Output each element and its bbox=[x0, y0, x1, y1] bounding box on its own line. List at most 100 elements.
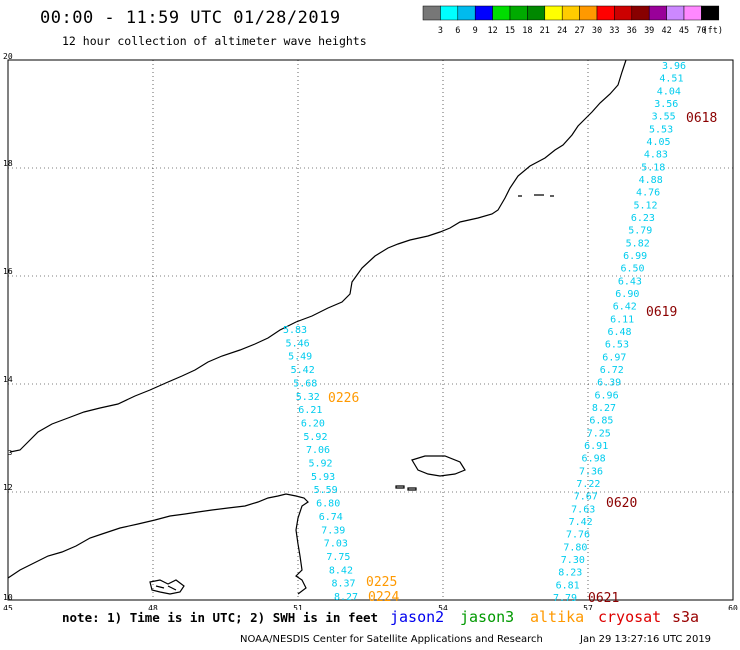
swh-value: 7.25 bbox=[587, 428, 611, 439]
swh-value: 7.06 bbox=[306, 445, 330, 456]
swh-value: 5.68 bbox=[293, 378, 317, 389]
swh-value: 5.53 bbox=[649, 124, 673, 135]
swh-value: 6.53 bbox=[605, 340, 629, 351]
footer-note: note: 1) Time is in UTC; 2) SWH is in fe… bbox=[62, 610, 379, 625]
scale-label: 70 bbox=[696, 26, 706, 36]
scale-label: 42 bbox=[661, 26, 671, 36]
swh-value: 3.96 bbox=[662, 61, 686, 72]
pass-time-label: 0226 bbox=[328, 391, 359, 406]
longitude-tick: 51 bbox=[293, 604, 303, 610]
scale-label: 9 bbox=[473, 26, 478, 36]
swh-value: 6.39 bbox=[597, 378, 621, 389]
swh-value: 5.12 bbox=[633, 200, 657, 211]
latitude-tick: 20 bbox=[3, 52, 13, 61]
swh-value: 6.99 bbox=[623, 251, 647, 262]
swh-value: 6.91 bbox=[584, 441, 608, 452]
footer-credit: NOAA/NESDIS Center for Satellite Applica… bbox=[240, 634, 543, 645]
coastline bbox=[7, 59, 627, 595]
map-title: 00:00 - 11:59 UTC 01/28/2019 bbox=[40, 8, 341, 28]
swh-value: 7.36 bbox=[579, 466, 603, 477]
swh-value: 4.76 bbox=[636, 188, 660, 199]
swh-value: 7.63 bbox=[571, 504, 595, 515]
swh-value: 3.55 bbox=[652, 112, 676, 123]
swh-value: 5.93 bbox=[311, 472, 335, 483]
swh-value: 4.88 bbox=[639, 175, 663, 186]
longitude-tick: 60 bbox=[728, 604, 738, 610]
swh-value: 5.59 bbox=[314, 485, 338, 496]
scale-label: 6 bbox=[455, 26, 460, 36]
pass-time-label: 0224 bbox=[368, 590, 399, 605]
swh-value: 5.18 bbox=[641, 162, 665, 173]
pass-time-label: 0620 bbox=[606, 496, 637, 511]
swh-value: 8.27 bbox=[334, 592, 358, 603]
swh-value: 5.92 bbox=[309, 459, 333, 470]
swh-value: 6.85 bbox=[589, 416, 613, 427]
legend-s3a: s3a bbox=[672, 608, 700, 626]
island-small-3 bbox=[518, 194, 554, 197]
swh-value: 6.23 bbox=[631, 213, 655, 224]
swh-value: 5.46 bbox=[286, 338, 310, 349]
swh-value: 5.49 bbox=[288, 352, 312, 363]
scale-label: 18 bbox=[522, 26, 532, 36]
longitude-tick: 54 bbox=[438, 604, 448, 610]
track-west: 5.83 5.46 5.49 5.42 5.68 5.32 6.21 6.20 5.92 7.06… bbox=[283, 325, 358, 603]
longitude-tick: 57 bbox=[583, 604, 593, 610]
island-southwest bbox=[149, 579, 185, 595]
latitude-tick: 18 bbox=[3, 159, 13, 168]
swh-value: 7.80 bbox=[563, 542, 587, 553]
legend-altika: altika bbox=[530, 608, 585, 626]
scale-label: 45 bbox=[679, 26, 689, 36]
legend-cryosat: cryosat bbox=[598, 608, 662, 626]
scale-label: 30 bbox=[592, 26, 602, 36]
swh-value: 4.83 bbox=[644, 150, 668, 161]
map-subtitle: 12 hour collection of altimeter wave hei… bbox=[62, 34, 367, 48]
swh-value: 5.32 bbox=[296, 392, 320, 403]
swh-value: 6.48 bbox=[608, 327, 632, 338]
latitude-tick-labels: 10 12 14 16 18 20 bbox=[3, 52, 13, 602]
latitude-tick: 16 bbox=[3, 267, 13, 276]
swh-value: 7.76 bbox=[566, 530, 590, 541]
island-small-1 bbox=[395, 485, 405, 489]
pass-time-label: 0225 bbox=[366, 575, 397, 590]
pass-time-label: 0619 bbox=[646, 305, 677, 320]
swh-value: 7.79 bbox=[553, 593, 577, 604]
swh-value: 7.67 bbox=[574, 492, 598, 503]
scale-swatch bbox=[701, 5, 720, 21]
swh-value: 5.92 bbox=[303, 432, 327, 443]
longitude-tick: 45 bbox=[3, 604, 13, 610]
scale-label: 12 bbox=[487, 26, 497, 36]
coastline-main bbox=[9, 59, 627, 453]
swh-value: 5.82 bbox=[626, 238, 650, 249]
scale-unit-label: (ft) bbox=[703, 26, 723, 36]
swh-value: 6.96 bbox=[595, 390, 619, 401]
swh-value: 7.03 bbox=[324, 539, 348, 550]
legend-jason2: jason2 bbox=[390, 608, 445, 626]
swh-value: 7.42 bbox=[569, 517, 593, 528]
swh-value: 6.98 bbox=[582, 454, 606, 465]
scale-label: 33 bbox=[609, 26, 619, 36]
swh-value: 6.72 bbox=[600, 365, 624, 376]
wave-height-color-scale: 3 6 9 12 15 18 21 24 27 30 33 36 39 42 45 70(ft) bbox=[422, 5, 723, 36]
island-large bbox=[411, 455, 466, 477]
latitude-tick: 12 bbox=[3, 483, 13, 492]
swh-value: 8.23 bbox=[558, 568, 582, 579]
swh-value: 5.83 bbox=[283, 325, 307, 336]
pass-time-label: 0618 bbox=[686, 111, 717, 126]
swh-value: 7.75 bbox=[326, 552, 350, 563]
pass-time-label: 0621 bbox=[588, 591, 619, 606]
swh-value: 6.80 bbox=[316, 499, 340, 510]
swh-value: 4.04 bbox=[657, 86, 681, 97]
footer-timestamp: Jan 29 13:27:16 UTC 2019 bbox=[580, 634, 712, 645]
swh-value: 6.81 bbox=[556, 580, 580, 591]
scale-label: 39 bbox=[644, 26, 654, 36]
swh-value: 6.11 bbox=[610, 314, 634, 325]
altimeter-map: 45 48 51 54 57 60 10 12 14 16 18 20 3 3.96 4.514.04… bbox=[3, 52, 738, 610]
latitude-tick: 14 bbox=[3, 375, 13, 384]
latitude-tick: 10 bbox=[3, 593, 13, 602]
swh-value: 4.51 bbox=[659, 74, 683, 85]
swh-value: 6.97 bbox=[602, 352, 626, 363]
swh-value: 6.50 bbox=[620, 264, 644, 275]
scale-label: 27 bbox=[574, 26, 584, 36]
longitude-tick-labels: 45 48 51 54 57 60 bbox=[3, 604, 738, 610]
